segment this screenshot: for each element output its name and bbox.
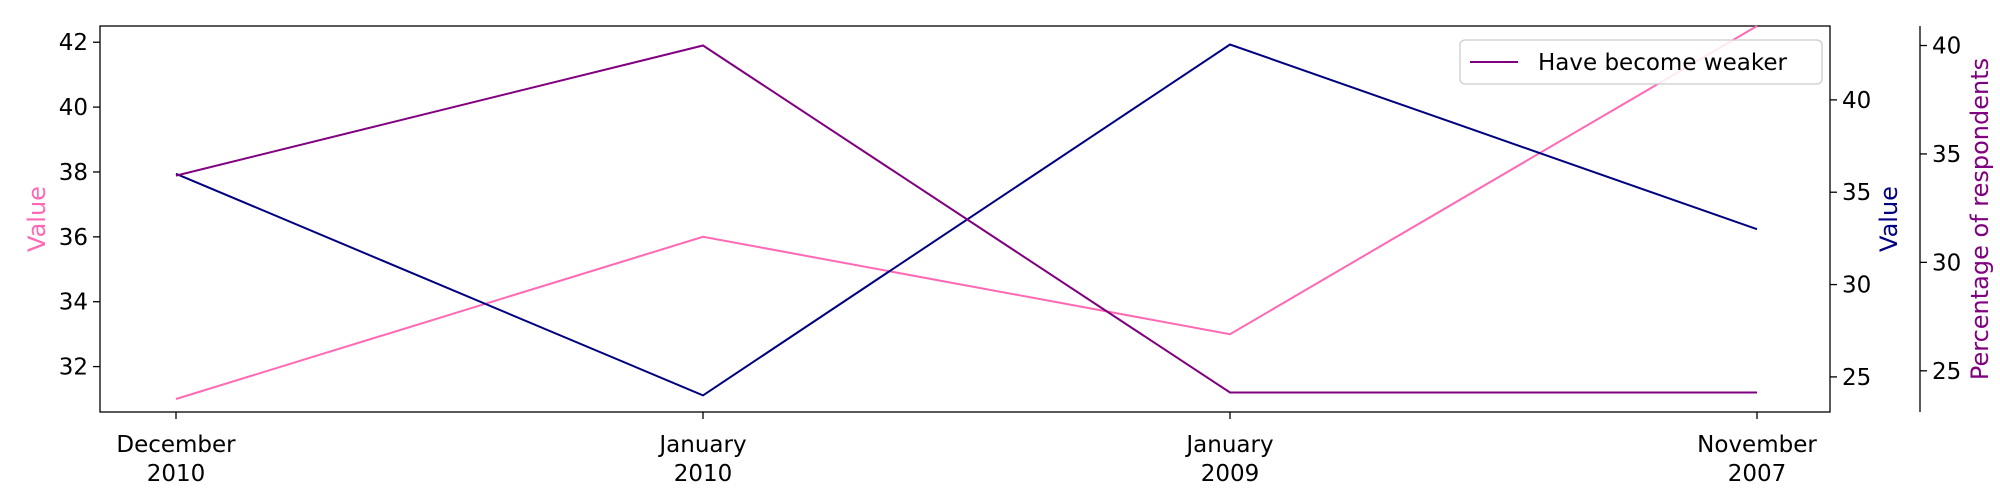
x-tick-label: January 2009 (1184, 432, 1273, 487)
right-tick-label: 30 (1842, 273, 1871, 299)
left-tick-label: 36 (59, 225, 88, 251)
outer-axis-title: Percentage of respondents (1966, 58, 1994, 380)
axes: December 2010 January 2010 January 2009 Novemb… (23, 26, 1994, 487)
plot-frame (99, 25, 1831, 413)
outer-tick-label: 30 (1932, 250, 1961, 276)
left-tick-label: 38 (59, 160, 88, 186)
left-tick-label: 40 (59, 95, 88, 121)
series-lines (175, 25, 1758, 400)
left-tick-label: 34 (59, 290, 88, 316)
right-tick-label: 40 (1842, 88, 1871, 114)
legend-box (1459, 39, 1823, 85)
outer-tick-label: 25 (1932, 359, 1961, 385)
series-line-1 (175, 25, 1758, 400)
series-line-3 (175, 44, 1757, 394)
right-tick-label: 35 (1842, 180, 1871, 206)
outer-tick-label: 35 (1932, 142, 1961, 168)
legend: Have become weaker (1459, 39, 1823, 85)
legend-label: Have become weaker (1538, 50, 1788, 76)
x-tick-label: January 2010 (657, 432, 746, 487)
x-tick-label: December 2010 (116, 432, 236, 487)
plot-area (99, 25, 1831, 413)
x-tick-label: November 2007 (1697, 432, 1817, 487)
left-axis-title: Value (23, 186, 51, 252)
right-tick-label: 25 (1842, 365, 1871, 391)
left-tick-label: 42 (59, 30, 88, 56)
outer-tick-label: 40 (1932, 34, 1961, 60)
right-axis-title: Value (1875, 186, 1903, 252)
left-tick-label: 32 (59, 355, 88, 381)
